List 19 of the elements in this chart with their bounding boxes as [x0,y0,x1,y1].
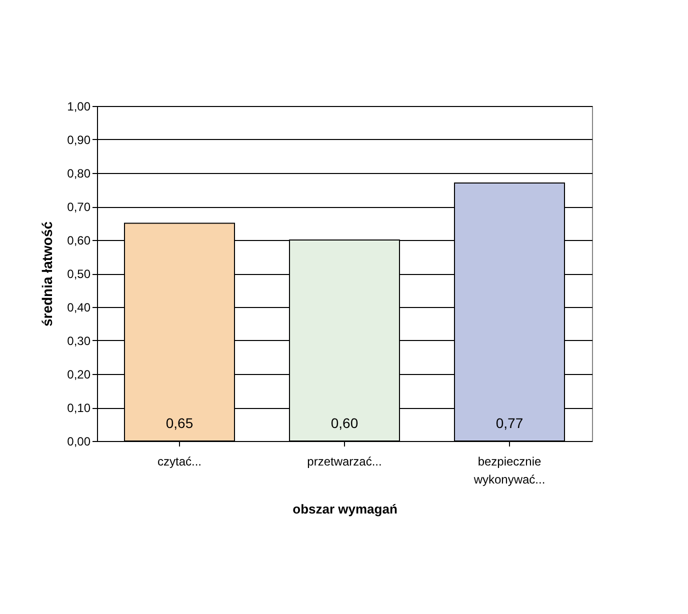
y-tick-label: 0,80 [67,166,91,180]
x-tick-label: przetwarzać... [307,454,382,468]
y-tick-label: 0,00 [67,434,91,448]
y-tick-label: 0,40 [67,300,91,314]
x-tick-label: bezpiecznie wykonywać... [472,454,546,486]
y-tick-label: 0,60 [67,234,91,248]
y-tick-label: 0,70 [67,200,91,214]
data-label: 0,65 [166,415,194,431]
data-label: 0,60 [330,415,358,431]
data-label: 0,77 [496,415,524,431]
y-tick-label: 1,00 [67,100,91,114]
y-tick-label: 0,50 [67,267,91,281]
y-axis-title: średnia łatwość [39,221,56,327]
y-tick-label: 0,20 [67,368,91,382]
x-tick-label: czytać... [157,454,202,468]
y-tick-label: 0,90 [67,133,91,147]
x-axis-title: obszar wymagań [292,502,398,516]
y-tick-label: 0,30 [67,334,91,348]
y-tick-label: 0,10 [67,401,91,415]
